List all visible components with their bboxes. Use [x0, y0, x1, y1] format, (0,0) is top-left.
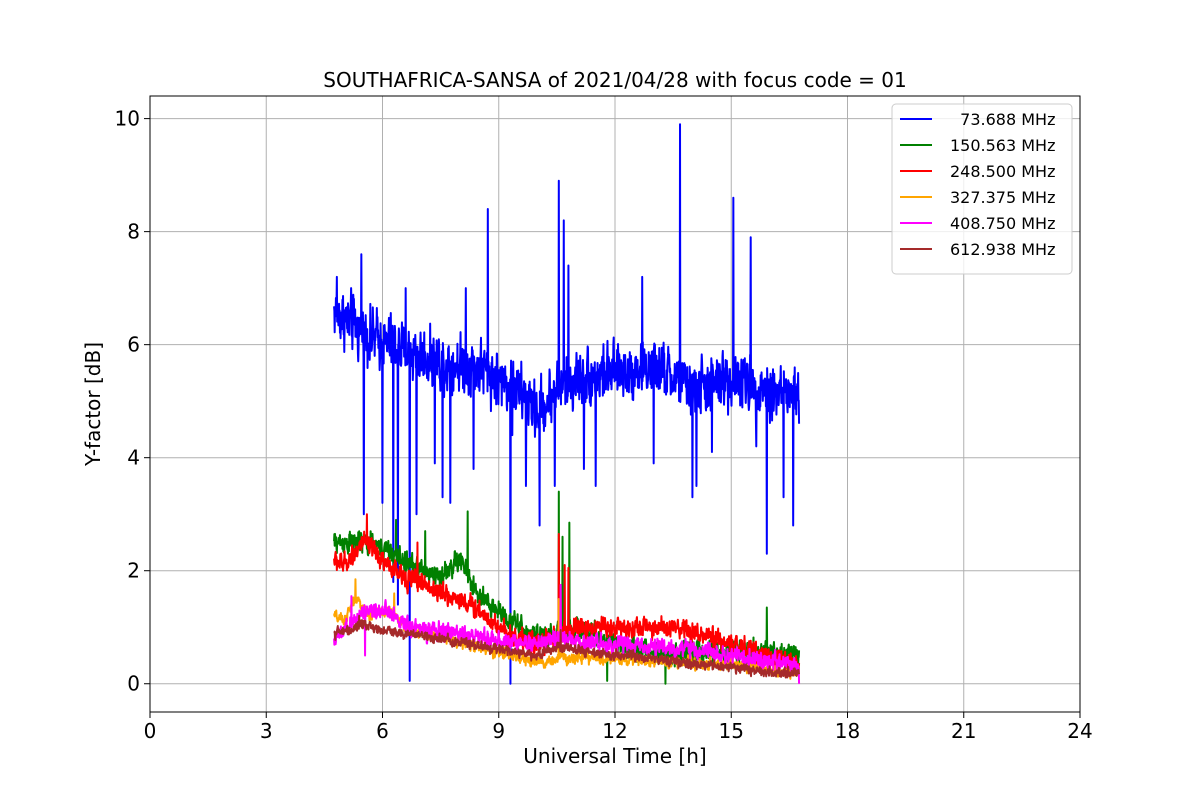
x-axis: 0 3 6 9 12 15 18 21 24: [144, 712, 1093, 743]
y-axis: 0 2 4 6 8 10: [115, 107, 150, 696]
x-axis-label: Universal Time [h]: [523, 744, 706, 768]
y-tick-label: 6: [127, 333, 140, 357]
series-line-248-500-mhz: [333, 513, 801, 677]
series-line-612-938-mhz: [333, 614, 801, 679]
legend-entry: 327.375 MHz: [950, 188, 1055, 207]
x-tick-label: 12: [602, 719, 627, 743]
x-tick-label: 18: [835, 719, 860, 743]
x-tick-label: 24: [1067, 719, 1092, 743]
x-tick-label: 9: [492, 719, 505, 743]
series-layer: [333, 123, 801, 685]
y-tick-label: 8: [127, 220, 140, 244]
y-tick-label: 0: [127, 672, 140, 696]
legend-entry: 73.688 MHz: [950, 110, 1055, 129]
legend-entry: 612.938 MHz: [950, 240, 1055, 259]
y-tick-label: 10: [115, 107, 140, 131]
legend-entry: 408.750 MHz: [950, 214, 1055, 233]
x-tick-label: 3: [260, 719, 273, 743]
legend: 73.688 MHz 150.563 MHz 248.500 MHz 327.375 …: [891, 103, 1073, 275]
x-tick-label: 21: [951, 719, 976, 743]
y-axis-label: Y-factor [dB]: [81, 342, 105, 467]
x-tick-label: 6: [376, 719, 389, 743]
legend-box: [891, 103, 1073, 275]
x-tick-label: 15: [719, 719, 744, 743]
legend-entry: 150.563 MHz: [950, 136, 1055, 155]
y-tick-label: 4: [127, 446, 140, 470]
series-line-408-750-mhz: [333, 583, 801, 684]
series-line-73-688-mhz: [333, 123, 801, 685]
x-tick-label: 0: [144, 719, 157, 743]
chart-title: SOUTHAFRICA-SANSA of 2021/04/28 with foc…: [323, 68, 907, 92]
legend-entry: 248.500 MHz: [950, 162, 1055, 181]
y-tick-label: 2: [127, 559, 140, 583]
plot-area: [333, 123, 801, 685]
